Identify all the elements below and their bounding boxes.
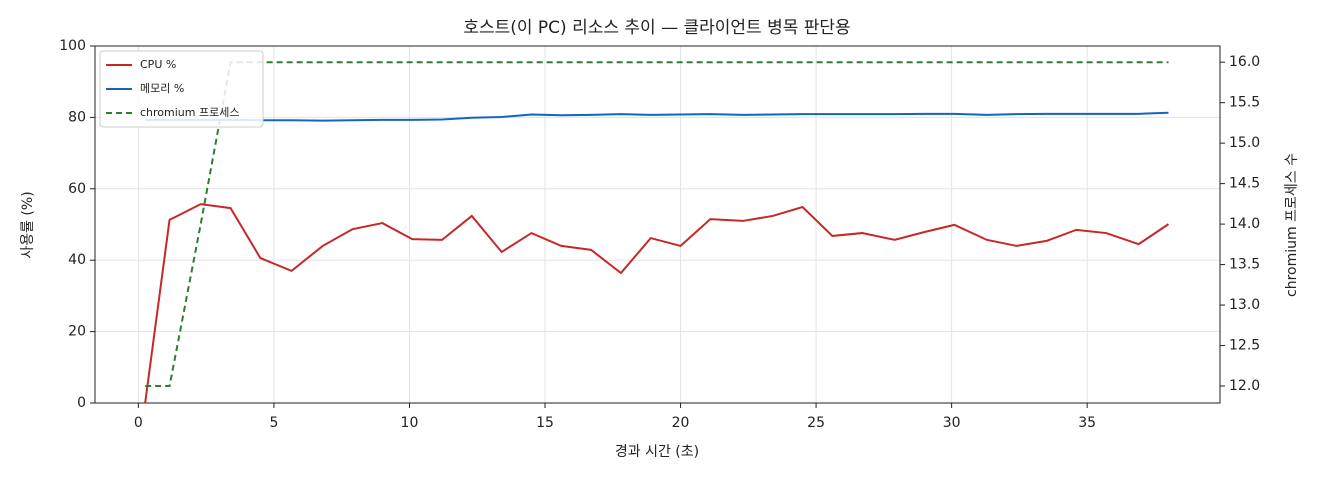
x-tick-label: 25 <box>807 415 825 431</box>
y2-tick-label: 15.5 <box>1229 95 1260 111</box>
legend-label: 메모리 % <box>140 82 184 95</box>
y2-tick-label: 14.0 <box>1229 216 1260 232</box>
chart-title: 호스트(이 PC) 리소스 추이 — 클라이언트 병목 판단용 <box>463 18 850 38</box>
legend-label: CPU % <box>140 58 176 71</box>
y-tick-label: 100 <box>59 38 86 54</box>
y2-tick-label: 14.5 <box>1229 176 1260 192</box>
y-tick-label: 60 <box>68 181 86 197</box>
x-tick-label: 30 <box>943 415 961 431</box>
legend-label: chromium 프로세스 <box>140 106 239 119</box>
y-axis-label: 사용률 (%) <box>20 191 36 258</box>
y-tick-label: 40 <box>68 252 86 268</box>
series-line <box>145 111 1169 122</box>
y2-tick-label: 13.0 <box>1229 297 1260 313</box>
y2-tick-label: 13.5 <box>1229 257 1260 273</box>
legend-box <box>99 50 264 128</box>
y2-tick-label: 15.0 <box>1229 135 1260 151</box>
x-tick-label: 5 <box>269 415 278 431</box>
y-tick-label: 20 <box>68 324 86 340</box>
legend: CPU % 메모리 % chromium 프로세스 <box>99 50 264 128</box>
y2-tick-label: 16.0 <box>1229 54 1260 70</box>
y-tick-label: 0 <box>77 395 86 411</box>
x-tick-label: 15 <box>536 415 554 431</box>
x-tick-label: 20 <box>672 415 690 431</box>
x-tick-label: 10 <box>401 415 419 431</box>
series-line <box>144 203 1170 404</box>
y2-tick-label: 12.0 <box>1229 378 1260 394</box>
y2-axis-label: chromium 프로세스 수 <box>1284 153 1300 297</box>
x-axis-label: 경과 시간 (초) <box>615 444 699 460</box>
x-tick-label: 35 <box>1078 415 1096 431</box>
y-tick-label: 80 <box>68 109 86 125</box>
x-tick-label: 0 <box>134 415 143 431</box>
series-line <box>145 61 1169 387</box>
plot-frame <box>94 45 1221 404</box>
y2-tick-label: 12.5 <box>1229 338 1260 354</box>
